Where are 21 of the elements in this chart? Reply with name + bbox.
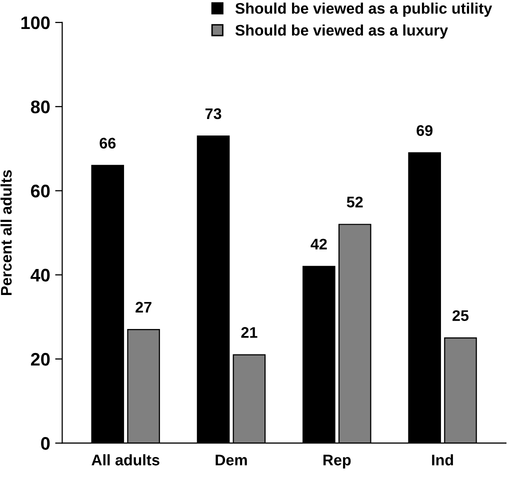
y-tick-label: 100	[21, 16, 50, 30]
data-label: 27	[136, 302, 152, 312]
data-label: 21	[241, 327, 258, 338]
y-tick-label: 60	[30, 184, 50, 198]
data-label: 52	[346, 196, 363, 208]
x-tick-label: Rep	[323, 454, 351, 468]
data-label: 73	[205, 108, 222, 120]
legend-label: Should be viewed as a luxury	[235, 24, 448, 39]
x-tick-label: Dem	[216, 454, 247, 466]
x-tick-label: All adults	[92, 454, 160, 466]
y-axis-title: Percent all adults	[0, 170, 12, 296]
data-label: 25	[452, 310, 469, 322]
x-tick-label: Ind	[432, 454, 453, 466]
y-tick-label: 40	[30, 268, 50, 282]
y-tick-label: 80	[30, 100, 50, 114]
data-label: 69	[416, 125, 433, 136]
legend-label: Should be viewed as a public utility	[235, 2, 492, 17]
y-tick-label: 0	[41, 437, 50, 450]
data-label: 42	[310, 238, 327, 250]
data-label: 66	[100, 138, 116, 149]
y-tick-label: 20	[30, 352, 50, 366]
